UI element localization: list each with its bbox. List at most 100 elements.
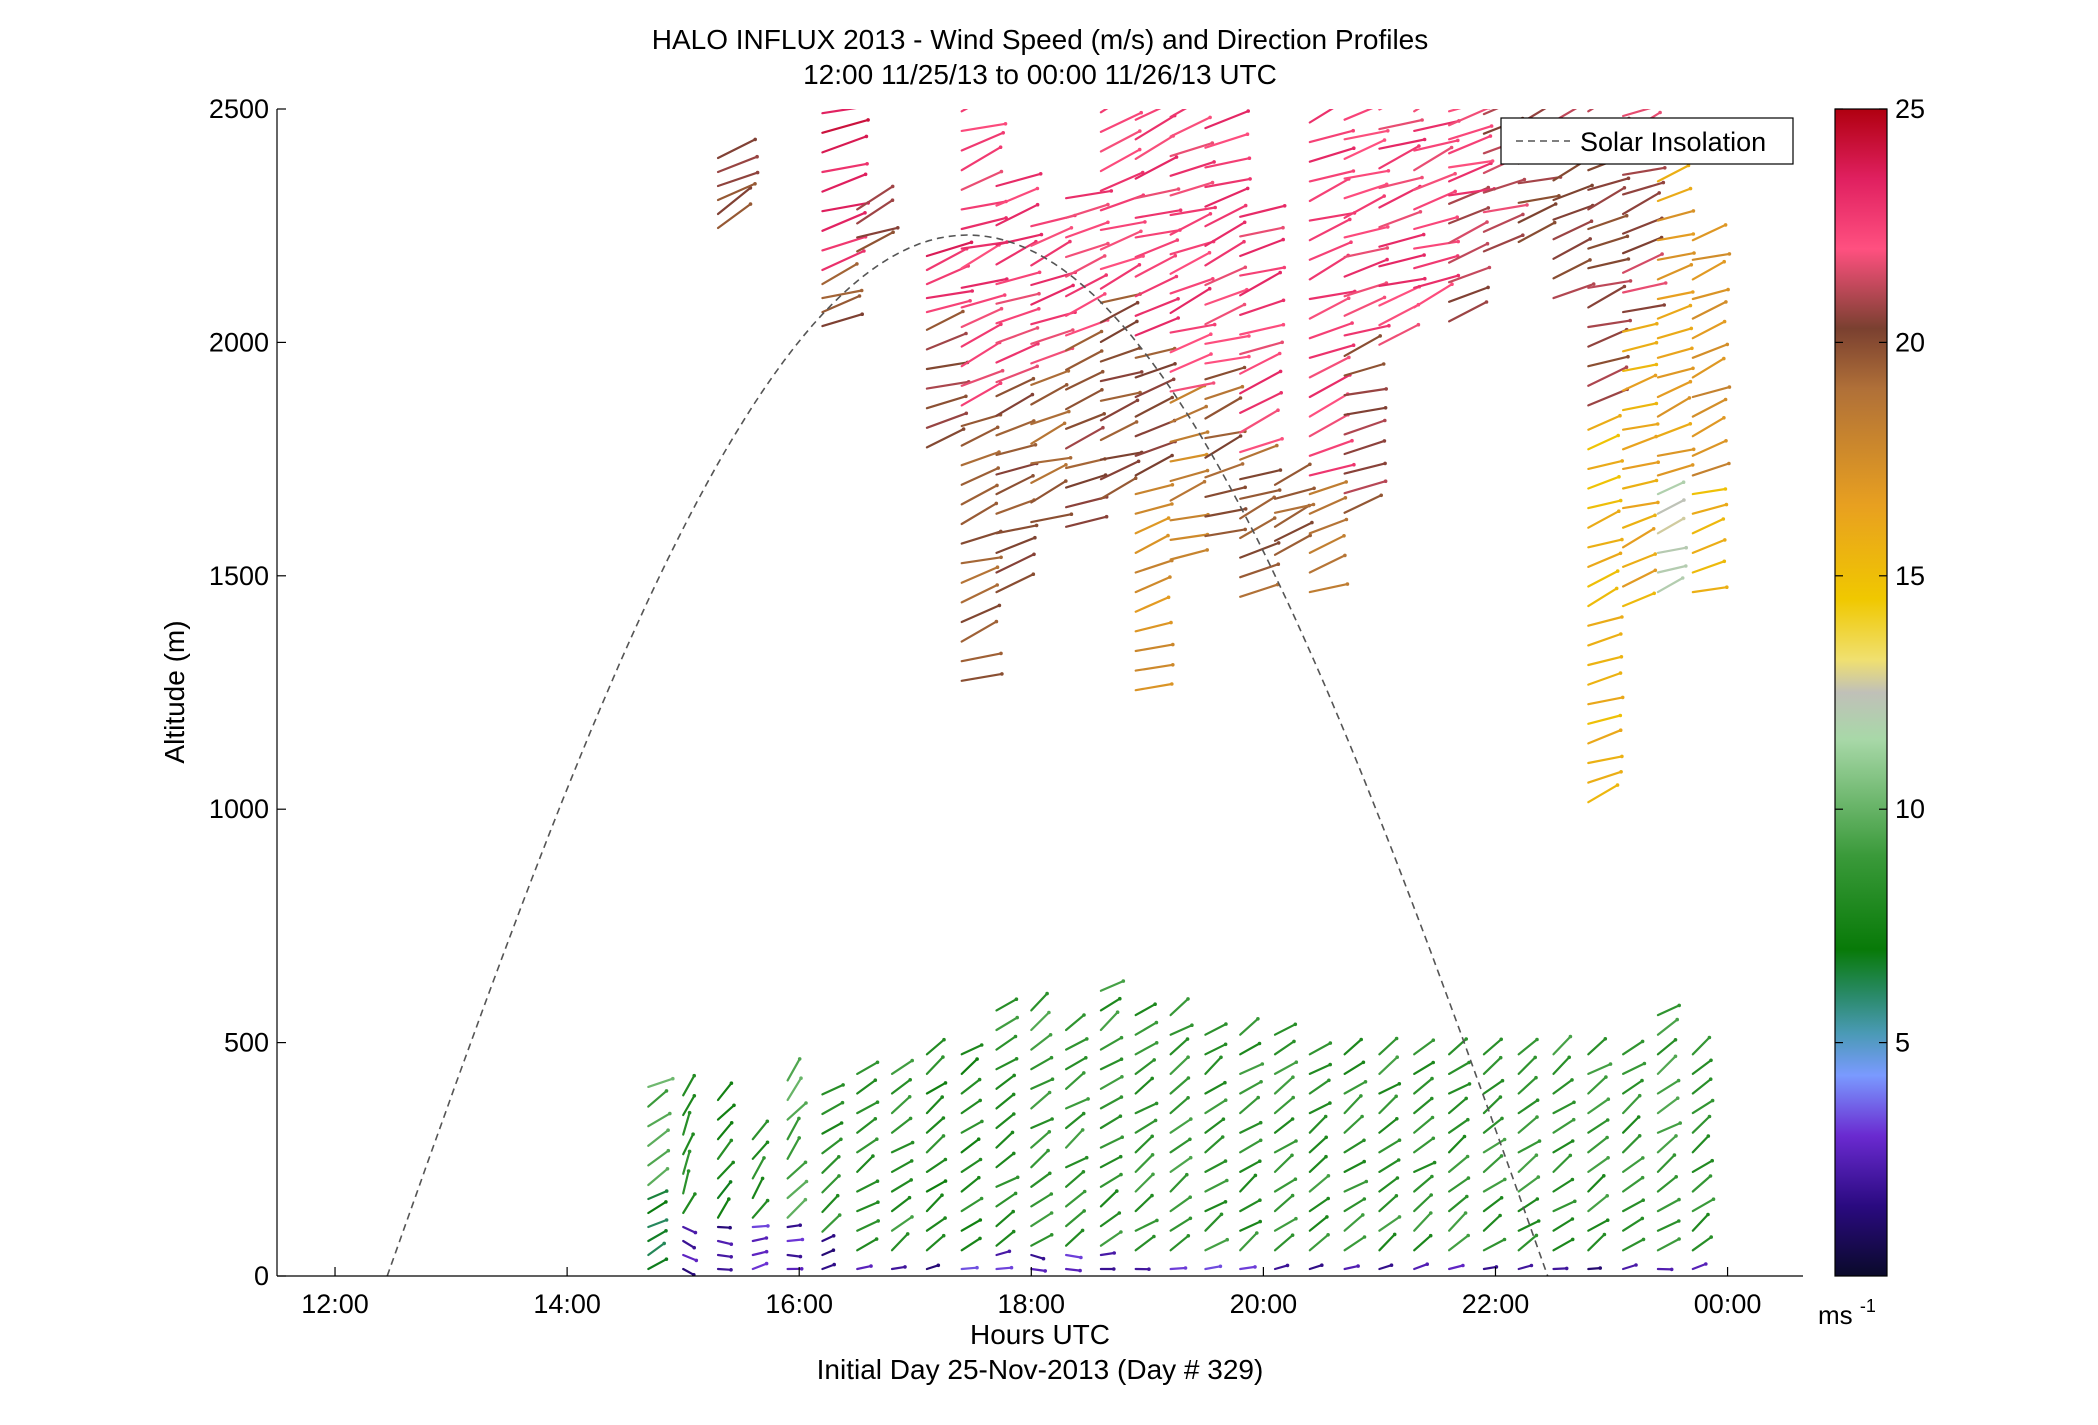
wind-vector <box>925 1134 945 1154</box>
wind-vector <box>1239 226 1285 238</box>
wind-vector-head <box>1570 1237 1575 1242</box>
wind-vector-head <box>1378 334 1382 338</box>
wind-vector <box>1343 1080 1367 1095</box>
wind-vector <box>1691 416 1726 438</box>
wind-vector <box>1482 213 1525 233</box>
wind-vector <box>821 1213 841 1233</box>
wind-vector-head <box>875 1100 880 1104</box>
wind-vector <box>995 1176 1019 1188</box>
wind-vector-head <box>1255 1231 1259 1235</box>
wind-vector <box>1587 499 1622 510</box>
wind-vector <box>1308 1174 1330 1193</box>
wind-vector <box>1691 1078 1712 1095</box>
wind-vector-head <box>1363 1080 1368 1084</box>
wind-vector-head <box>1385 257 1389 262</box>
wind-vector-head <box>1257 1041 1262 1046</box>
wind-vector-head <box>729 1081 734 1085</box>
wind-vector-head <box>1692 251 1696 255</box>
wind-vector-head <box>1064 383 1069 387</box>
wind-vector <box>1030 422 1066 445</box>
wind-vector <box>1064 1156 1088 1169</box>
wind-vector-head <box>1384 387 1388 391</box>
wind-vector-head <box>1272 516 1277 520</box>
wind-vector-head <box>691 1132 695 1136</box>
wind-vector <box>960 604 1001 624</box>
wind-vector-head <box>1653 568 1658 573</box>
wind-vector <box>1656 1134 1678 1154</box>
wind-vector <box>1239 266 1286 277</box>
wind-vector <box>1239 489 1281 500</box>
wind-vector <box>1064 412 1106 430</box>
wind-vector <box>821 1174 841 1194</box>
wind-vector-head <box>1173 253 1178 258</box>
wind-vector <box>1413 172 1457 191</box>
wind-vector <box>716 1180 732 1200</box>
wind-vector-head <box>841 1083 845 1087</box>
wind-vector <box>1308 413 1350 438</box>
wind-vector <box>821 235 867 252</box>
wind-vector-head <box>1686 163 1691 168</box>
wind-vector <box>1273 1096 1295 1115</box>
wind-vector-head <box>1654 401 1659 406</box>
wind-vector <box>1099 111 1143 133</box>
wind-vector <box>1030 383 1068 406</box>
wind-vector <box>1308 1063 1332 1076</box>
wind-vector-head <box>1710 1098 1715 1103</box>
wind-vector-head <box>1673 1038 1678 1042</box>
wind-vector-head <box>1294 1139 1298 1143</box>
wind-vector-head <box>1622 284 1627 289</box>
wind-vector <box>856 1101 879 1115</box>
wind-vector <box>1134 229 1182 239</box>
wind-vector <box>1691 357 1725 379</box>
wind-vector <box>960 502 998 526</box>
wind-vector <box>1691 586 1728 594</box>
wind-vector <box>1239 1062 1264 1076</box>
wind-vector-head <box>1422 137 1427 142</box>
wind-vector <box>1239 444 1278 461</box>
wind-vector <box>1204 1265 1222 1271</box>
wind-vector-head <box>1602 1232 1607 1237</box>
wind-vector <box>1169 1266 1187 1271</box>
wind-vector <box>995 419 1035 437</box>
wind-vector <box>1621 1176 1644 1193</box>
wind-vector-head <box>765 1140 770 1145</box>
wind-vector-head <box>910 1058 914 1063</box>
wind-vector <box>821 262 859 286</box>
wind-vector-head <box>1121 979 1126 983</box>
wind-vector <box>1204 133 1249 149</box>
wind-vector-head <box>1640 1216 1645 1221</box>
wind-vector-head <box>1212 160 1216 164</box>
wind-vector <box>1204 385 1244 400</box>
wind-vector-head <box>1362 1138 1366 1143</box>
wind-vector-head <box>664 1089 669 1093</box>
wind-vector <box>1552 1078 1574 1095</box>
wind-vector-head <box>755 170 760 175</box>
wind-vector-head <box>1450 282 1454 287</box>
wind-vector-head <box>1641 1198 1645 1202</box>
wind-vector <box>1691 260 1726 281</box>
wind-vector-head <box>961 427 966 431</box>
wind-vector-head <box>1260 1062 1265 1066</box>
wind-vector-head <box>1224 1022 1228 1026</box>
wind-vector-head <box>1009 1265 1014 1270</box>
wind-vector-head <box>1677 1219 1681 1223</box>
wind-vector-head <box>1535 1037 1539 1042</box>
wind-vector <box>1482 1214 1502 1232</box>
wind-vector-head <box>729 1121 734 1125</box>
wind-vector-head <box>1724 502 1729 507</box>
wind-vector-head <box>666 1128 670 1132</box>
wind-vector <box>1587 388 1629 407</box>
wind-vector-head <box>1282 204 1287 208</box>
wind-vector-head <box>1690 463 1695 467</box>
wind-vector-head <box>840 1100 845 1105</box>
wind-vector <box>1656 1198 1681 1213</box>
wind-vector-head <box>1011 1209 1015 1214</box>
wind-vector <box>1413 109 1421 113</box>
wind-vector-head <box>1041 1256 1046 1261</box>
wind-vector-head <box>1033 535 1037 540</box>
wind-vector <box>1064 330 1103 352</box>
wind-vector <box>1064 1170 1085 1188</box>
wind-vector-head <box>1669 1267 1674 1272</box>
wind-vector <box>1343 139 1386 160</box>
wind-vector-head <box>1276 541 1281 545</box>
